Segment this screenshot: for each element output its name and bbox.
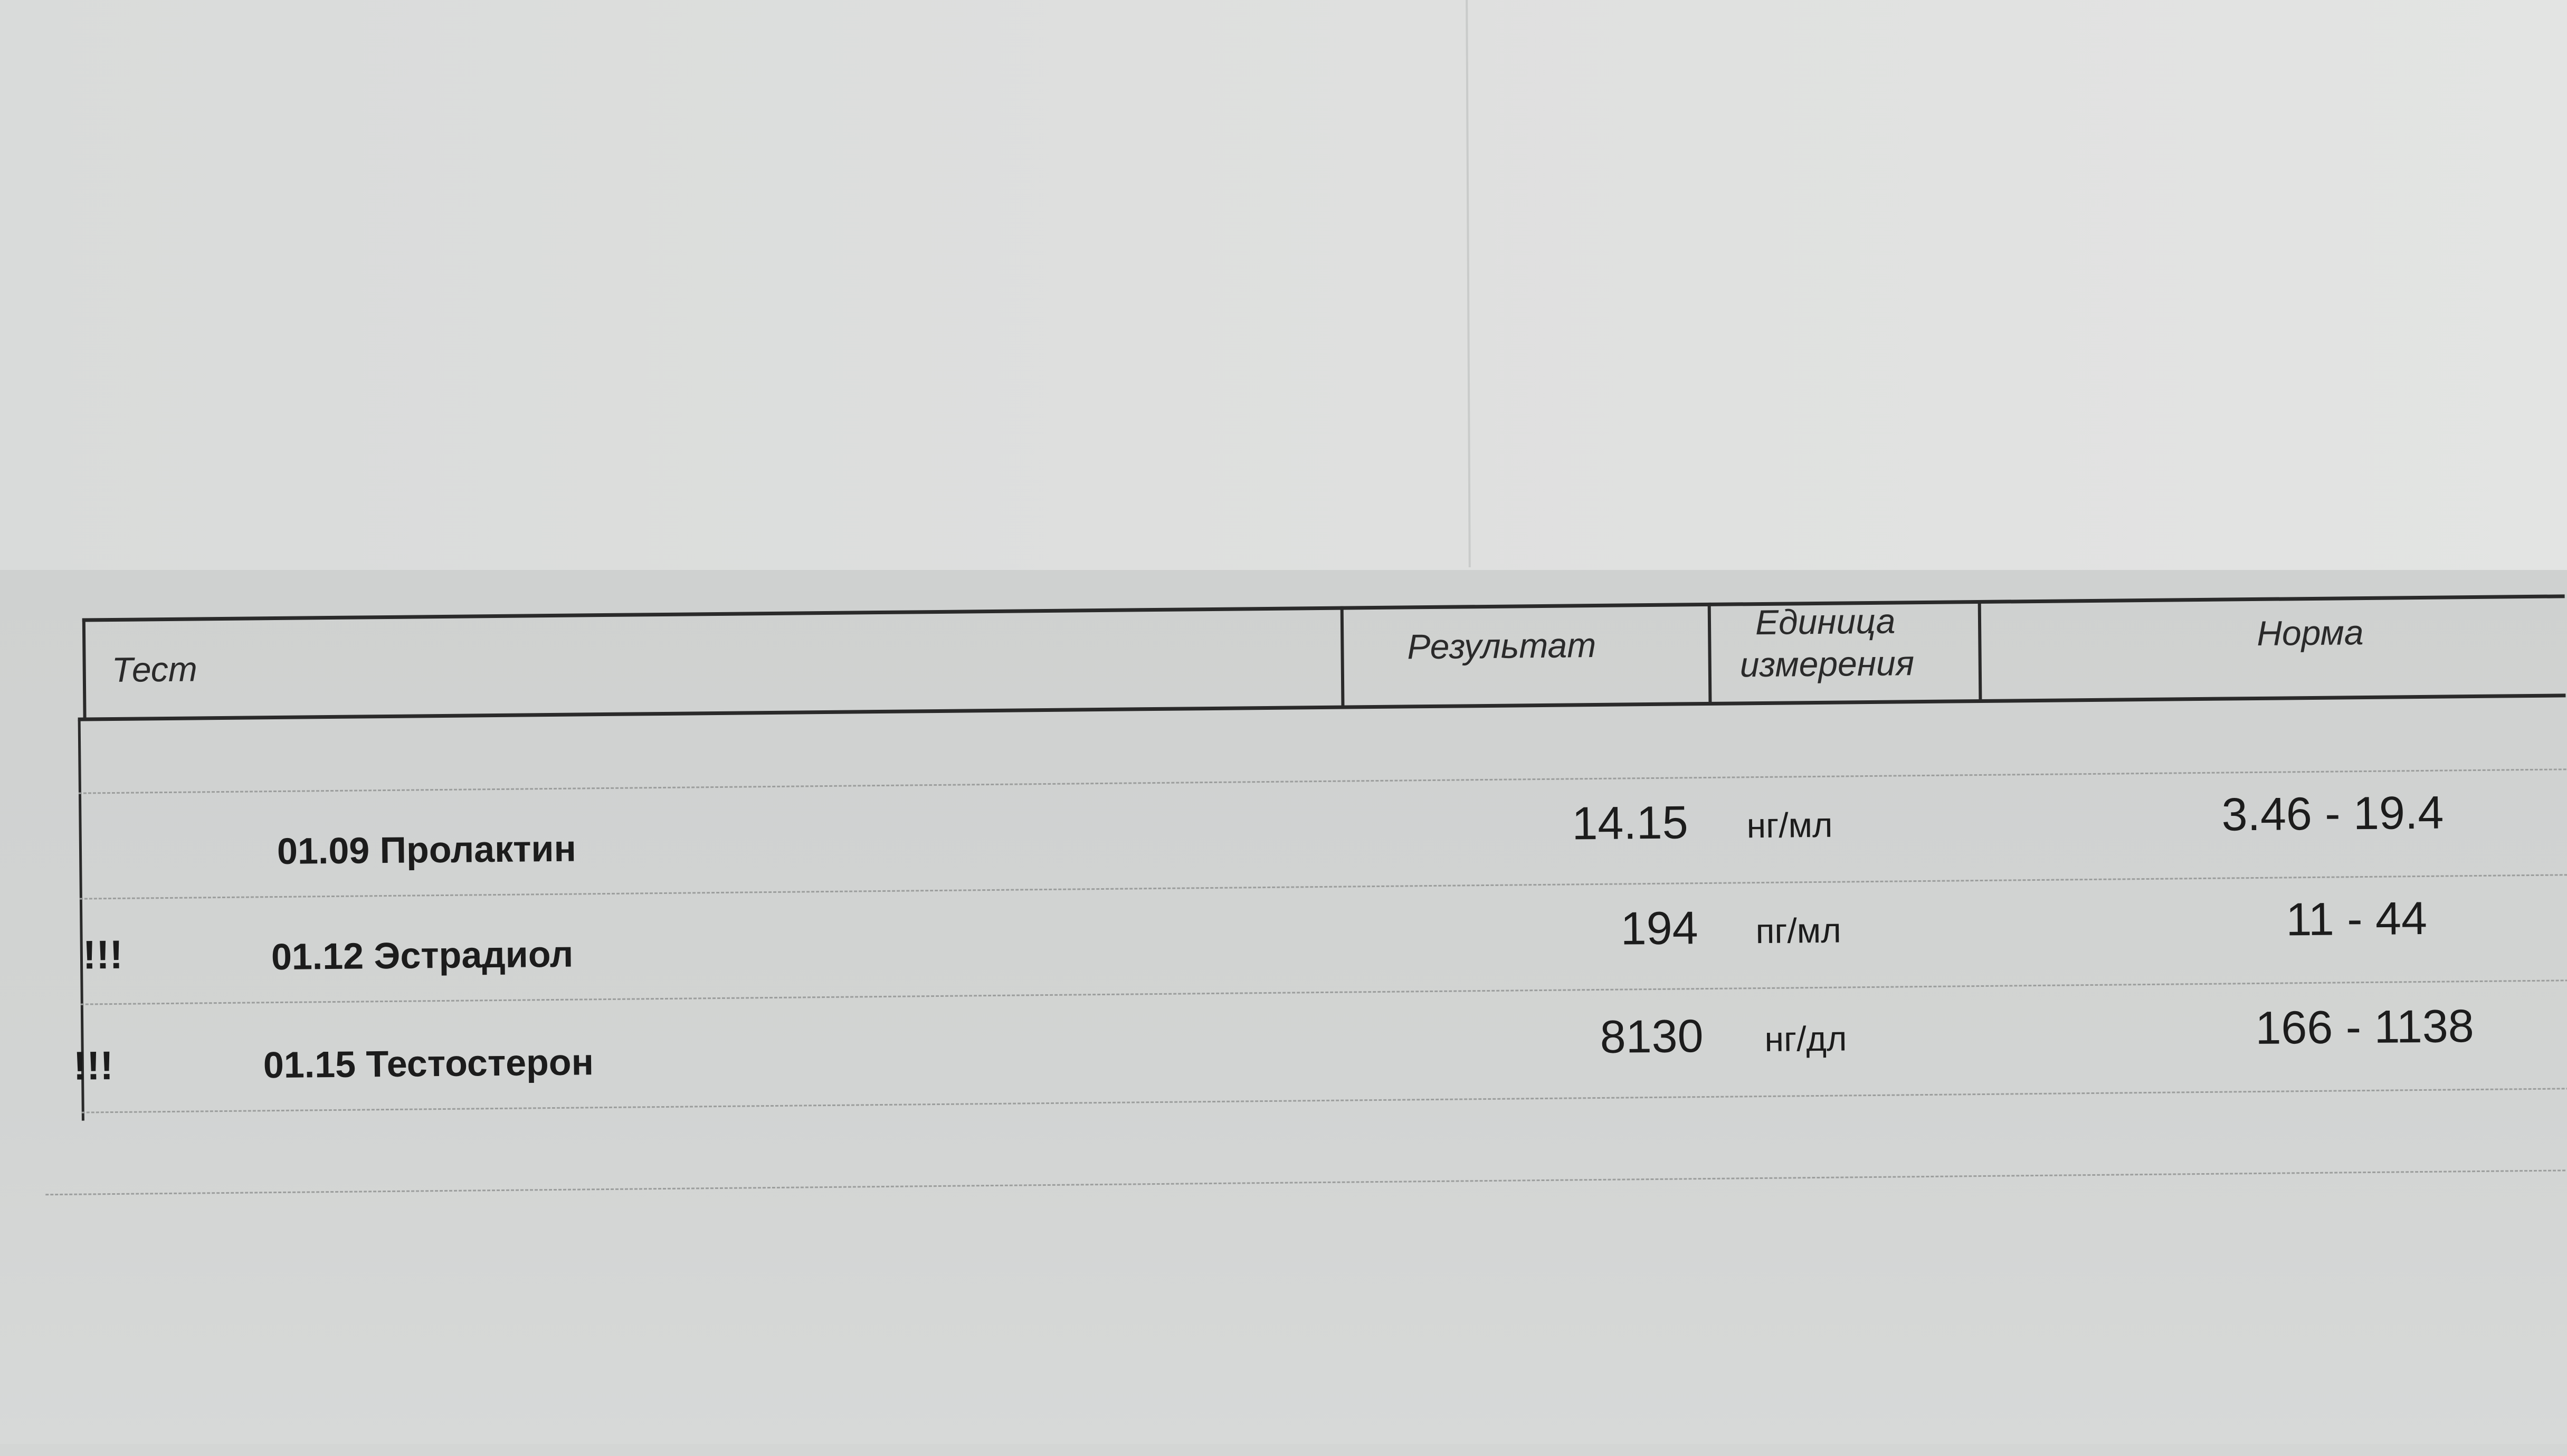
header-unit-line2: измерения [1739,643,1915,684]
row-divider [79,874,2567,900]
header-unit-line1: Единица [1755,601,1896,642]
abnormal-flag: !!! [82,932,123,978]
upper-paper-sheet [0,0,2567,570]
unit: пг/мл [1755,910,1842,951]
row-divider [81,1088,2567,1114]
header-test: Тест [111,649,198,689]
header-norm: Норма [2256,613,2364,653]
column-divider [1707,602,1712,704]
test-name: 01.12 Эстрадиол [271,933,574,978]
row-divider [78,768,2566,794]
norm-range: 3.46 - 19.4 [2221,786,2444,841]
result-value: 14.15 [1571,796,1689,850]
column-divider [1977,599,1982,702]
table-top-border [82,594,2565,622]
row-divider [45,1169,2567,1196]
result-value: 194 [1620,901,1699,955]
row-divider [80,979,2567,1005]
result-value: 8130 [1600,1010,1704,1063]
norm-range: 166 - 1138 [2255,1000,2475,1054]
column-divider [1340,606,1345,708]
table-left-border [82,618,87,720]
abnormal-flag: !!! [73,1043,114,1089]
unit: нг/дл [1764,1019,1847,1059]
test-name: 01.09 Пролактин [277,827,577,872]
header-result: Результат [1407,625,1596,667]
lab-report-sheet [0,570,2567,1444]
test-name: 01.15 Тестостерон [263,1041,594,1086]
header-bottom-border [78,693,2566,721]
norm-range: 11 - 44 [2285,891,2428,946]
unit: нг/мл [1746,805,1833,845]
